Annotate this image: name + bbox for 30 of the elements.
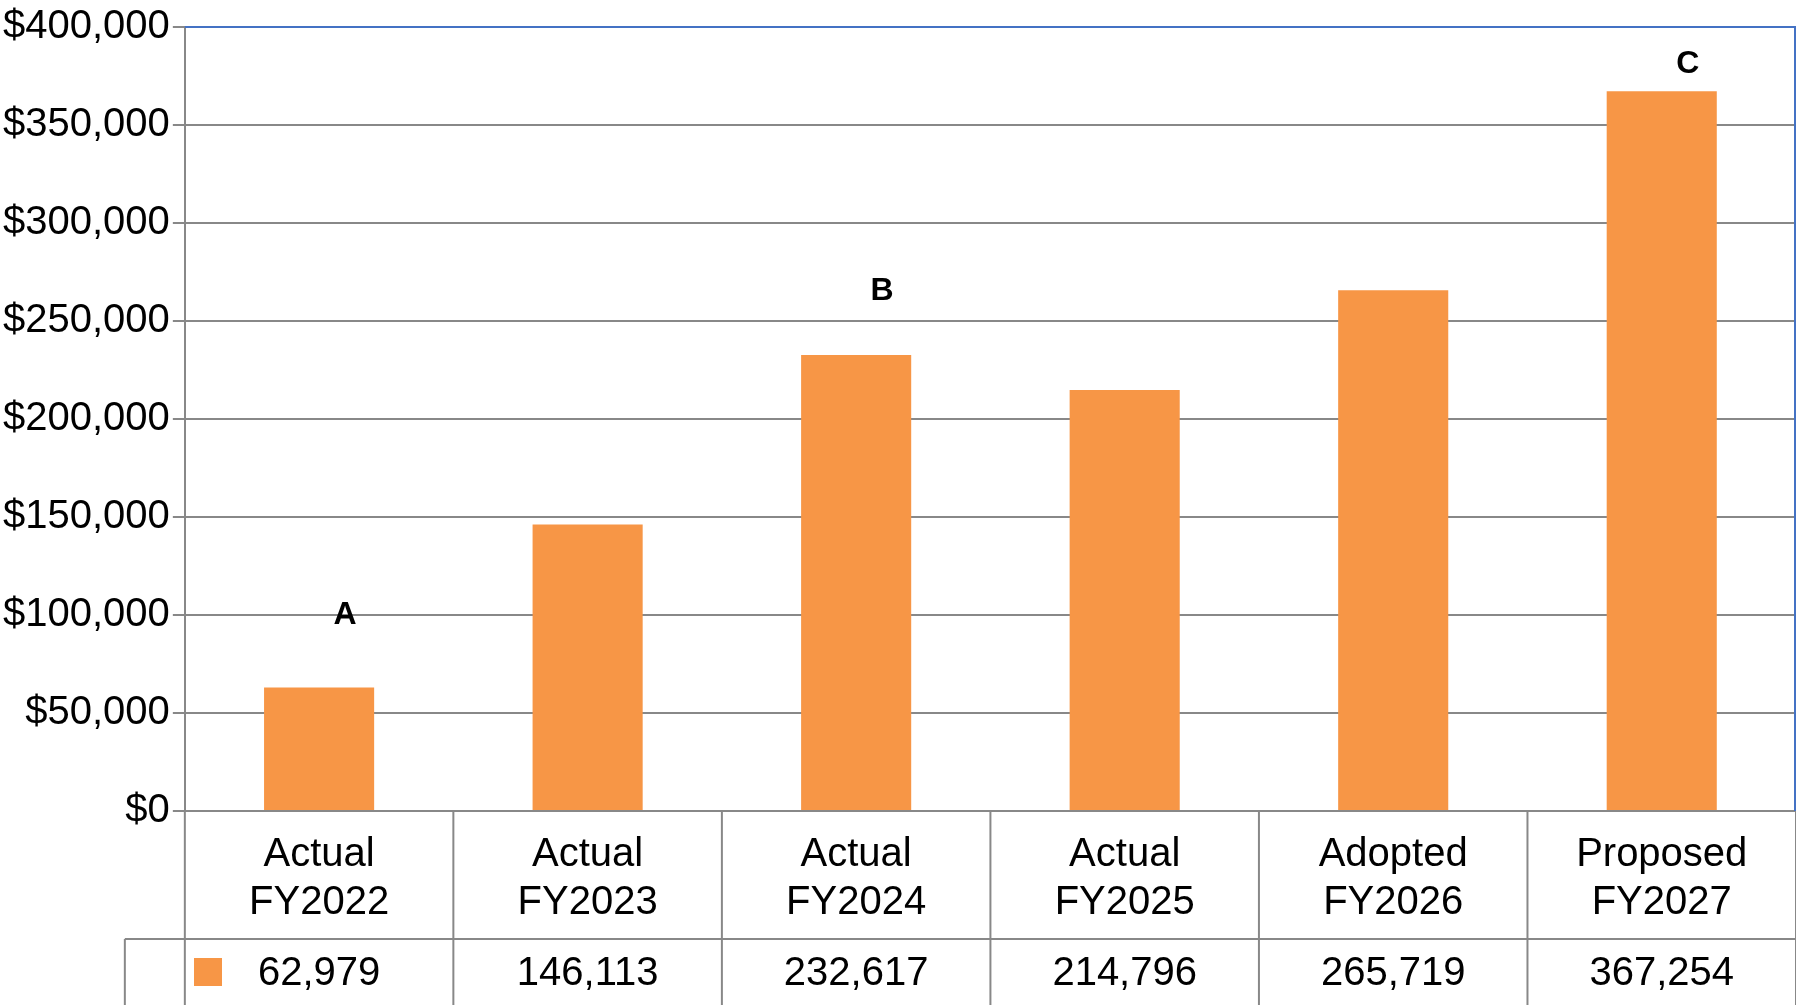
bar: [1606, 91, 1717, 810]
y-tick-label: $150,000: [2, 492, 170, 537]
x-tick-label: Actual FY2025: [1054, 830, 1195, 923]
x-tick-label: Adopted FY2026: [1318, 830, 1468, 923]
data-label: 146,113: [516, 949, 659, 994]
y-tick-label: $250,000: [2, 296, 170, 341]
bar: [801, 355, 912, 810]
x-tick-label: Actual FY2024: [786, 830, 927, 923]
data-label: 232,617: [783, 949, 929, 994]
y-tick-label: $0: [125, 786, 170, 831]
bar: [264, 687, 375, 810]
y-tick-label: $100,000: [2, 590, 170, 635]
y-tick-label: $400,000: [2, 2, 170, 47]
y-tick-label: $50,000: [25, 688, 170, 733]
data-label: 62,979: [257, 949, 381, 994]
bar: [532, 524, 643, 810]
data-label: 367,254: [1589, 949, 1735, 994]
y-tick-label: $300,000: [2, 198, 170, 243]
y-tick-label: $200,000: [2, 394, 170, 439]
x-tick-label: Actual FY2023: [517, 830, 658, 923]
y-tick-label: $350,000: [2, 100, 170, 145]
x-tick-label: Actual FY2022: [249, 830, 390, 923]
annotation: B: [870, 271, 894, 308]
bar: [1069, 390, 1180, 810]
data-label: 265,719: [1320, 949, 1466, 994]
x-tick-label: Proposed FY2027: [1576, 830, 1748, 923]
annotation: C: [1676, 44, 1700, 81]
annotation: A: [333, 594, 357, 631]
data-label: 214,796: [1052, 949, 1197, 994]
bar: [1338, 290, 1449, 810]
